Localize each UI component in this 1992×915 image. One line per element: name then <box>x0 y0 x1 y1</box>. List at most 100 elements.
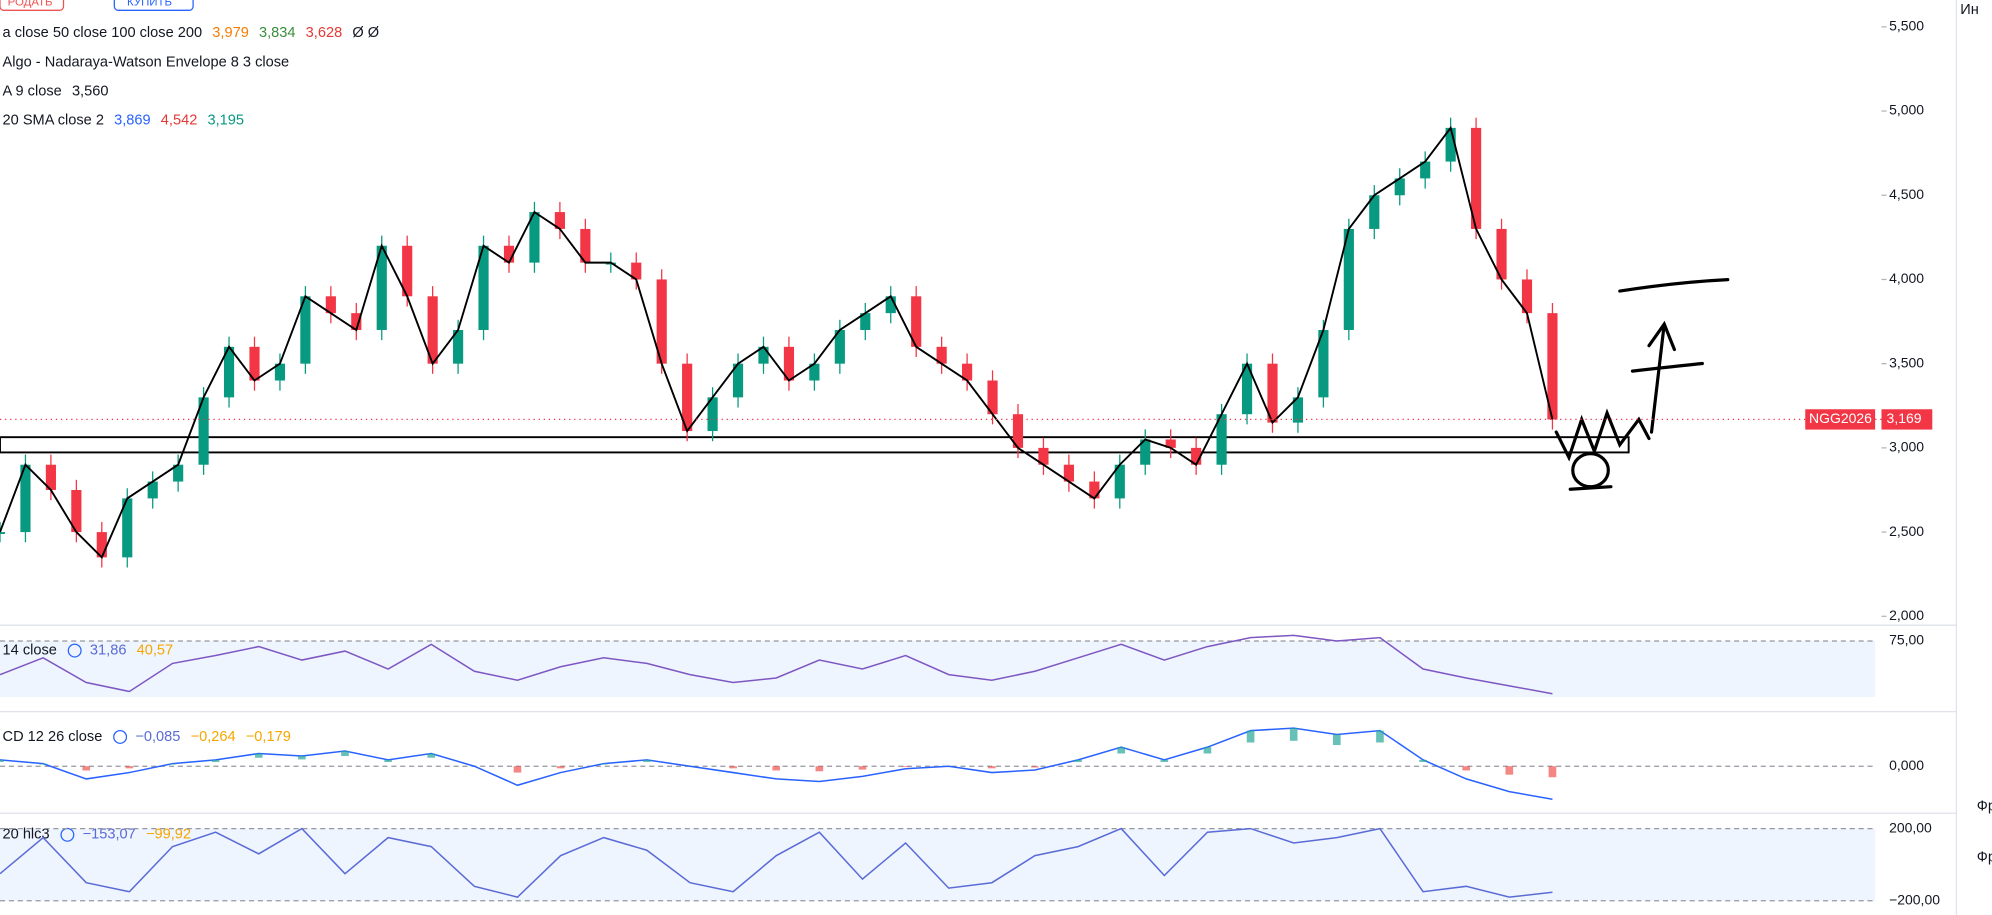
candle <box>911 296 922 347</box>
legend-value: 4,542 <box>161 113 198 129</box>
macd-histogram <box>1246 730 1255 743</box>
candle <box>249 346 260 381</box>
pane-reading: −153,07 <box>83 827 136 843</box>
sidebar-label: Фр <box>1977 850 1992 866</box>
sell-button[interactable] <box>0 0 65 11</box>
macd-histogram <box>729 766 737 769</box>
y-tick-label: 5,000 <box>1889 102 1924 118</box>
legend-value: Ø Ø <box>352 25 379 41</box>
candle <box>478 245 489 330</box>
candle <box>1496 228 1507 280</box>
macd-histogram <box>556 766 565 769</box>
sidebar-label: Фр <box>1977 799 1992 815</box>
candle <box>554 212 565 229</box>
macd-histogram <box>125 766 134 769</box>
y-tick-label: 2,000 <box>1889 607 1924 623</box>
candle <box>1140 439 1151 465</box>
legend-value: 3,834 <box>259 25 296 41</box>
legend-title: Algo - Nadaraya-Watson Envelope 8 3 clos… <box>3 54 290 70</box>
macd-histogram <box>858 766 867 770</box>
macd-histogram <box>1203 747 1212 754</box>
candle <box>936 346 947 364</box>
candle <box>529 212 540 263</box>
candle <box>427 296 438 364</box>
candle <box>758 346 769 364</box>
candle <box>1012 414 1024 448</box>
candle <box>860 313 871 330</box>
candle <box>783 346 795 381</box>
pane-band <box>0 828 1876 901</box>
candle <box>631 262 642 280</box>
candle <box>1038 447 1049 465</box>
candle <box>1369 195 1380 229</box>
candle <box>402 245 413 297</box>
candle <box>1191 447 1202 465</box>
macd-histogram <box>211 759 220 762</box>
macd-histogram <box>1419 759 1427 762</box>
candle <box>885 296 896 314</box>
settings-icon <box>113 730 128 744</box>
candle <box>656 279 667 364</box>
legend-value: 3,628 <box>306 25 343 41</box>
macd-histogram <box>168 763 177 765</box>
pane-reading: −0,085 <box>135 729 180 745</box>
candle <box>707 397 718 432</box>
hand-drawing <box>1554 278 1730 491</box>
pane-title: 20 hlc3 <box>3 827 50 843</box>
macd-histogram <box>1289 728 1298 741</box>
legend-title: a close 50 close 100 close 200 <box>3 25 203 41</box>
macd-histogram <box>384 759 392 762</box>
sell-label[interactable]: РОДАТЬ <box>8 0 53 9</box>
legend-value: 3,869 <box>114 113 151 129</box>
support-zone <box>0 436 1630 454</box>
macd-histogram <box>1117 747 1126 754</box>
macd-histogram <box>1074 759 1082 762</box>
candle <box>147 481 158 499</box>
macd-histogram <box>643 759 651 762</box>
candle <box>198 397 209 465</box>
y-tick-label: −200,00 <box>1889 891 1940 907</box>
candle <box>1521 279 1533 314</box>
symbol-label: NGG2026 <box>1809 410 1872 426</box>
legend-value: 3,195 <box>207 113 244 129</box>
candle <box>1292 397 1304 423</box>
macd-histogram <box>1548 766 1557 778</box>
pane-reading: 31,86 <box>90 642 127 658</box>
pane-reading: 40,57 <box>137 642 174 658</box>
candle <box>809 363 820 381</box>
y-tick-label: 5,500 <box>1889 18 1924 34</box>
buy-button[interactable] <box>113 0 194 11</box>
candle <box>1089 481 1100 499</box>
macd-histogram <box>513 766 522 773</box>
macd-histogram <box>1462 766 1471 771</box>
macd-histogram <box>298 756 306 760</box>
candle <box>0 532 6 534</box>
settings-icon <box>67 643 82 658</box>
candle <box>122 498 133 558</box>
pane-title: CD 12 26 close <box>3 729 103 745</box>
macd-histogram <box>988 766 996 769</box>
macd-histogram <box>1333 734 1341 746</box>
candle <box>1267 363 1278 423</box>
price-label: 3,169 <box>1887 410 1922 426</box>
candle <box>1318 329 1329 398</box>
macd-histogram <box>39 763 47 765</box>
macd-histogram <box>82 766 91 771</box>
candle <box>834 329 845 364</box>
macd-histogram <box>1031 766 1039 768</box>
y-tick-label: 3,000 <box>1889 439 1924 455</box>
candle <box>1165 439 1176 448</box>
y-tick-label: 4,000 <box>1889 270 1924 286</box>
legend-value: 3,560 <box>72 83 109 99</box>
buy-label[interactable]: КУПИТЬ <box>127 0 172 9</box>
macd-histogram <box>254 753 263 758</box>
pane-reading: −0,179 <box>246 729 291 745</box>
candle <box>223 346 235 398</box>
y-tick-label: 3,500 <box>1889 354 1924 370</box>
candle <box>1394 178 1405 196</box>
sidebar-top: Ин <box>1960 2 1979 18</box>
candle <box>1114 464 1125 499</box>
candle <box>300 296 311 364</box>
